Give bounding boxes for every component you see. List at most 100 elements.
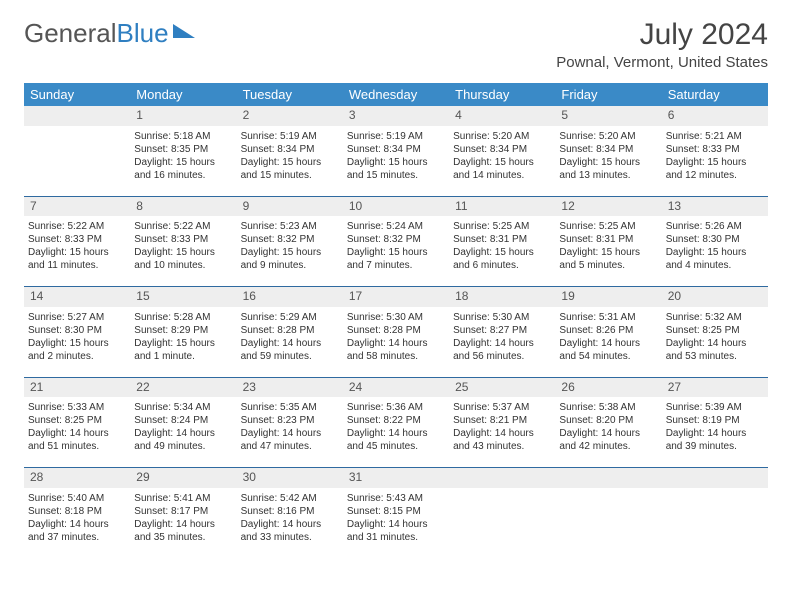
sunset-text: Sunset: 8:34 PM: [453, 143, 551, 156]
day-number: 26: [555, 377, 661, 397]
day-number: 8: [130, 196, 236, 216]
sunset-text: Sunset: 8:34 PM: [347, 143, 445, 156]
sunrise-text: Sunrise: 5:30 AM: [453, 311, 551, 324]
day-number: 3: [343, 106, 449, 126]
day-content-row: Sunrise: 5:18 AMSunset: 8:35 PMDaylight:…: [24, 126, 768, 197]
sunset-text: Sunset: 8:20 PM: [559, 414, 657, 427]
day-content-row: Sunrise: 5:33 AMSunset: 8:25 PMDaylight:…: [24, 397, 768, 468]
daylight-text: Daylight: 14 hours and 37 minutes.: [28, 518, 126, 544]
day-number: [555, 468, 661, 488]
day-cell: Sunrise: 5:20 AMSunset: 8:34 PMDaylight:…: [555, 126, 661, 197]
sunset-text: Sunset: 8:28 PM: [241, 324, 339, 337]
sunset-text: Sunset: 8:18 PM: [28, 505, 126, 518]
day-cell: Sunrise: 5:21 AMSunset: 8:33 PMDaylight:…: [662, 126, 768, 197]
sunset-text: Sunset: 8:19 PM: [666, 414, 764, 427]
day-cell: Sunrise: 5:20 AMSunset: 8:34 PMDaylight:…: [449, 126, 555, 197]
sunset-text: Sunset: 8:22 PM: [347, 414, 445, 427]
daylight-text: Daylight: 14 hours and 42 minutes.: [559, 427, 657, 453]
sunrise-text: Sunrise: 5:20 AM: [559, 130, 657, 143]
sunset-text: Sunset: 8:29 PM: [134, 324, 232, 337]
weekday-header: Wednesday: [343, 83, 449, 106]
weekday-header: Sunday: [24, 83, 130, 106]
day-number-row: 78910111213: [24, 196, 768, 216]
sunset-text: Sunset: 8:33 PM: [666, 143, 764, 156]
calendar-table: Sunday Monday Tuesday Wednesday Thursday…: [24, 83, 768, 558]
header: GeneralBlue July 2024 Pownal, Vermont, U…: [24, 18, 768, 71]
daylight-text: Daylight: 15 hours and 10 minutes.: [134, 246, 232, 272]
sunset-text: Sunset: 8:21 PM: [453, 414, 551, 427]
sunset-text: Sunset: 8:31 PM: [453, 233, 551, 246]
day-cell: Sunrise: 5:22 AMSunset: 8:33 PMDaylight:…: [130, 216, 236, 287]
daylight-text: Daylight: 14 hours and 31 minutes.: [347, 518, 445, 544]
sunrise-text: Sunrise: 5:30 AM: [347, 311, 445, 324]
daylight-text: Daylight: 15 hours and 6 minutes.: [453, 246, 551, 272]
day-number: 17: [343, 287, 449, 307]
title-block: July 2024 Pownal, Vermont, United States: [556, 18, 768, 71]
day-number: 19: [555, 287, 661, 307]
sunrise-text: Sunrise: 5:26 AM: [666, 220, 764, 233]
day-number-row: 14151617181920: [24, 287, 768, 307]
sunrise-text: Sunrise: 5:34 AM: [134, 401, 232, 414]
daylight-text: Daylight: 15 hours and 16 minutes.: [134, 156, 232, 182]
day-number: 31: [343, 468, 449, 488]
day-number: 9: [237, 196, 343, 216]
sunset-text: Sunset: 8:25 PM: [28, 414, 126, 427]
day-cell: Sunrise: 5:38 AMSunset: 8:20 PMDaylight:…: [555, 397, 661, 468]
day-number: [24, 106, 130, 126]
sunset-text: Sunset: 8:35 PM: [134, 143, 232, 156]
day-number: 12: [555, 196, 661, 216]
logo: GeneralBlue: [24, 18, 195, 49]
day-cell: Sunrise: 5:29 AMSunset: 8:28 PMDaylight:…: [237, 307, 343, 378]
daylight-text: Daylight: 14 hours and 49 minutes.: [134, 427, 232, 453]
sunset-text: Sunset: 8:28 PM: [347, 324, 445, 337]
sunset-text: Sunset: 8:16 PM: [241, 505, 339, 518]
logo-text-2: Blue: [117, 18, 169, 49]
sunset-text: Sunset: 8:25 PM: [666, 324, 764, 337]
sunrise-text: Sunrise: 5:42 AM: [241, 492, 339, 505]
day-number: 5: [555, 106, 661, 126]
sunset-text: Sunset: 8:17 PM: [134, 505, 232, 518]
day-number: 25: [449, 377, 555, 397]
weekday-header: Monday: [130, 83, 236, 106]
sunset-text: Sunset: 8:15 PM: [347, 505, 445, 518]
sunset-text: Sunset: 8:26 PM: [559, 324, 657, 337]
daylight-text: Daylight: 14 hours and 47 minutes.: [241, 427, 339, 453]
day-number: 24: [343, 377, 449, 397]
daylight-text: Daylight: 14 hours and 56 minutes.: [453, 337, 551, 363]
daylight-text: Daylight: 14 hours and 39 minutes.: [666, 427, 764, 453]
sunset-text: Sunset: 8:24 PM: [134, 414, 232, 427]
sunset-text: Sunset: 8:33 PM: [28, 233, 126, 246]
weekday-header-row: Sunday Monday Tuesday Wednesday Thursday…: [24, 83, 768, 106]
day-number: 15: [130, 287, 236, 307]
day-number: 10: [343, 196, 449, 216]
sunrise-text: Sunrise: 5:39 AM: [666, 401, 764, 414]
day-cell: Sunrise: 5:22 AMSunset: 8:33 PMDaylight:…: [24, 216, 130, 287]
day-content-row: Sunrise: 5:22 AMSunset: 8:33 PM Daylight:…: [24, 216, 768, 287]
sunrise-text: Sunrise: 5:19 AM: [347, 130, 445, 143]
daylight-text: Daylight: 14 hours and 43 minutes.: [453, 427, 551, 453]
sunrise-text: Sunrise: 5:18 AM: [134, 130, 232, 143]
day-number: 1: [130, 106, 236, 126]
day-cell: Sunrise: 5:25 AMSunset: 8:31 PMDaylight:…: [449, 216, 555, 287]
day-content-row: Sunrise: 5:40 AMSunset: 8:18 PMDaylight:…: [24, 488, 768, 558]
day-cell: Sunrise: 5:19 AMSunset: 8:34 PMDaylight:…: [237, 126, 343, 197]
sunrise-text: Sunrise: 5:40 AM: [28, 492, 126, 505]
day-number: 27: [662, 377, 768, 397]
day-cell: Sunrise: 5:19 AMSunset: 8:34 PMDaylight:…: [343, 126, 449, 197]
sunrise-text: Sunrise: 5:25 AM: [559, 220, 657, 233]
sunrise-text: Sunrise: 5:23 AM: [241, 220, 339, 233]
month-title: July 2024: [556, 18, 768, 52]
day-cell: [24, 126, 130, 197]
daylight-text: Daylight: 14 hours and 51 minutes.: [28, 427, 126, 453]
day-cell: Sunrise: 5:41 AMSunset: 8:17 PMDaylight:…: [130, 488, 236, 558]
sunrise-text: Sunrise: 5:31 AM: [559, 311, 657, 324]
sunset-text: Sunset: 8:32 PM: [347, 233, 445, 246]
day-cell: Sunrise: 5:43 AMSunset: 8:15 PMDaylight:…: [343, 488, 449, 558]
day-cell: Sunrise: 5:37 AMSunset: 8:21 PMDaylight:…: [449, 397, 555, 468]
sunrise-text: Sunrise: 5:24 AM: [347, 220, 445, 233]
daylight-text: Daylight: 14 hours and 53 minutes.: [666, 337, 764, 363]
daylight-text: Daylight: 15 hours and 12 minutes.: [666, 156, 764, 182]
sunrise-text: Sunrise: 5:22 AM: [28, 220, 126, 233]
weekday-header: Saturday: [662, 83, 768, 106]
day-number: 22: [130, 377, 236, 397]
